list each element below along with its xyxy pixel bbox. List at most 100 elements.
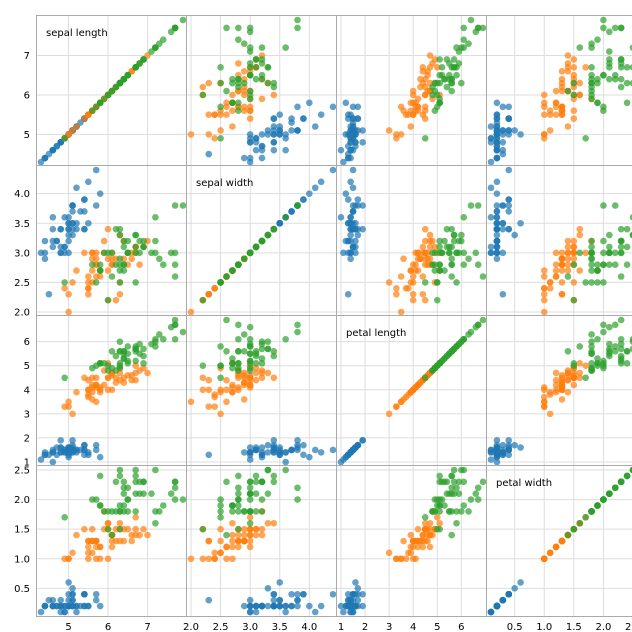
point-virginica [455, 237, 463, 245]
point-virginica [594, 362, 601, 370]
point-setosa [288, 119, 295, 126]
point-virginica [479, 273, 487, 280]
point-virginica [448, 255, 456, 263]
point-setosa [49, 214, 57, 221]
point-virginica [458, 231, 465, 239]
point-virginica [61, 374, 68, 382]
point-virginica [460, 214, 468, 221]
point-versicolor [540, 285, 548, 292]
point-versicolor [229, 537, 236, 545]
point-virginica [264, 64, 272, 71]
point-versicolor [85, 290, 92, 298]
point-setosa [81, 441, 88, 449]
point-virginica [179, 202, 187, 209]
x-tick-label: 2.0 [183, 622, 199, 632]
point-virginica [570, 79, 578, 87]
point-setosa [252, 146, 260, 154]
point-virginica [441, 502, 448, 509]
x-tick-label: 5 [65, 622, 71, 632]
point-virginica [588, 338, 595, 345]
point-versicolor [417, 379, 424, 386]
point-virginica [124, 71, 132, 79]
point-versicolor [88, 525, 96, 533]
point-setosa [306, 99, 313, 107]
point-virginica [629, 336, 632, 343]
point-setosa [311, 184, 319, 192]
point-versicolor [558, 267, 566, 274]
point-virginica [433, 279, 441, 286]
point-virginica [171, 496, 179, 503]
point-versicolor [128, 531, 136, 539]
x-tick-label: 7 [144, 622, 150, 632]
cell-sepal-length-vs-sepal-length: sepal length [36, 15, 188, 167]
point-virginica [467, 496, 475, 503]
point-virginica [104, 525, 112, 533]
point-setosa [65, 602, 72, 610]
point-virginica [156, 331, 163, 338]
point-setosa [359, 127, 366, 134]
point-setosa [73, 184, 80, 192]
point-virginica [606, 48, 613, 55]
point-versicolor [576, 369, 584, 377]
point-setosa [337, 214, 345, 221]
point-versicolor [414, 267, 422, 274]
point-versicolor [211, 285, 218, 292]
point-setosa [41, 237, 49, 245]
point-setosa [306, 190, 313, 197]
point-versicolor [558, 83, 566, 91]
point-setosa [57, 596, 65, 604]
point-versicolor [140, 525, 147, 533]
point-versicolor [385, 127, 393, 134]
point-virginica [61, 514, 68, 521]
cell-petal-length-vs-sepal-width [186, 315, 338, 467]
point-versicolor [546, 410, 554, 418]
point-virginica [92, 279, 100, 286]
point-virginica [217, 135, 224, 142]
point-versicolor [217, 386, 224, 394]
point-setosa [73, 219, 80, 227]
point-versicolor [211, 403, 218, 410]
point-virginica [588, 279, 595, 286]
cell-sepal-length-vs-petal-width [486, 15, 632, 167]
point-virginica [453, 519, 460, 527]
point-virginica [617, 335, 625, 343]
point-versicolor [552, 249, 560, 257]
point-versicolor [199, 386, 207, 394]
point-virginica [450, 231, 458, 239]
point-setosa [493, 219, 501, 227]
point-virginica [600, 71, 607, 79]
point-setosa [282, 146, 289, 154]
point-setosa [77, 446, 84, 454]
point-versicolor [558, 249, 566, 257]
point-versicolor [211, 555, 218, 563]
point-virginica [229, 267, 236, 274]
point-versicolor [407, 267, 415, 274]
point-virginica [240, 79, 248, 87]
point-virginica [623, 243, 631, 251]
point-versicolor [235, 537, 242, 545]
point-virginica [132, 345, 139, 353]
point-versicolor [217, 549, 224, 557]
point-setosa [49, 146, 57, 154]
point-setosa [69, 444, 76, 451]
point-virginica [474, 321, 482, 329]
point-virginica [112, 478, 120, 486]
point-versicolor [88, 267, 96, 274]
point-virginica [450, 345, 458, 353]
point-virginica [623, 360, 631, 367]
point-versicolor [205, 79, 213, 87]
point-versicolor [402, 555, 410, 563]
point-virginica [617, 75, 625, 83]
point-virginica [623, 472, 631, 480]
point-virginica [235, 335, 242, 343]
point-virginica [617, 24, 625, 32]
point-versicolor [546, 127, 554, 134]
point-virginica [246, 24, 254, 32]
point-virginica [455, 478, 463, 486]
point-setosa [92, 441, 100, 449]
point-versicolor [187, 131, 195, 138]
point-virginica [600, 107, 607, 115]
point-setosa [354, 103, 362, 111]
point-versicolor [240, 67, 248, 75]
point-versicolor [564, 388, 572, 396]
